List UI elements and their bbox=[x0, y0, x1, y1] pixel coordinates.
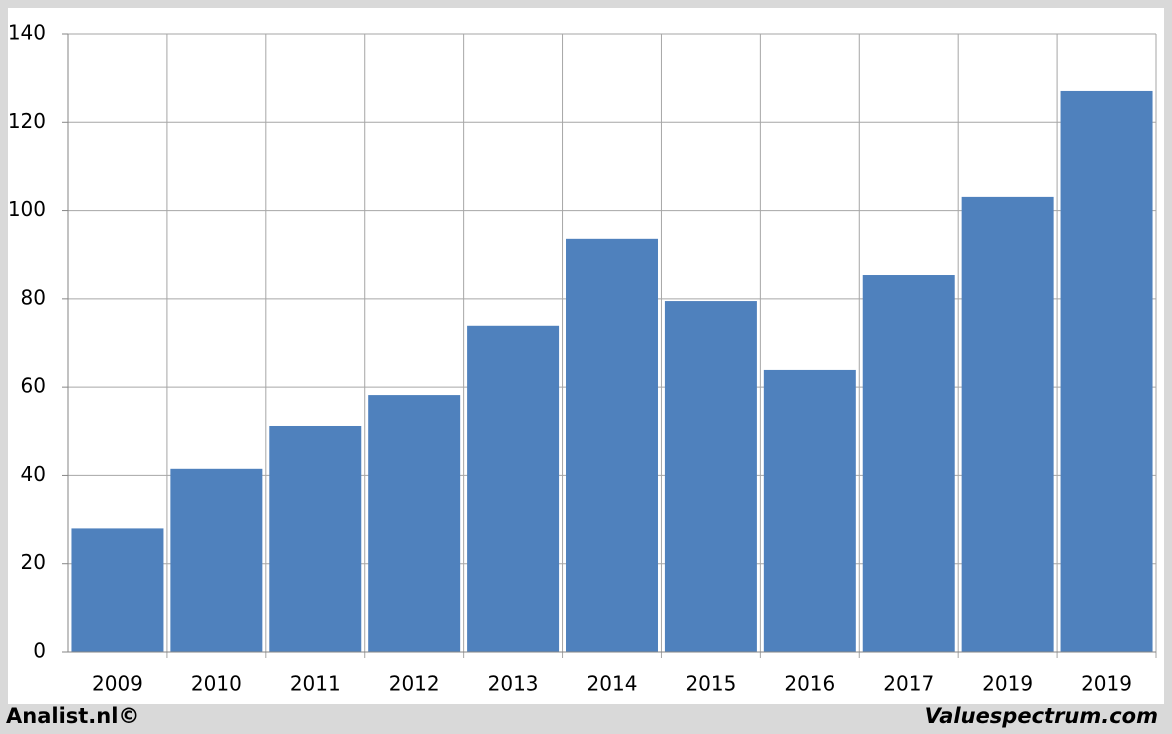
bar bbox=[763, 369, 856, 652]
bar bbox=[269, 425, 362, 652]
x-tick-label: 2019 bbox=[1081, 672, 1132, 696]
x-tick-label: 2019 bbox=[982, 672, 1033, 696]
bar bbox=[1060, 90, 1153, 653]
x-tick-label: 2015 bbox=[685, 672, 736, 696]
y-tick-label: 100 bbox=[8, 197, 46, 221]
x-tick-label: 2012 bbox=[389, 672, 440, 696]
y-tick-label: 140 bbox=[8, 21, 46, 45]
bar bbox=[170, 468, 263, 652]
x-tick-label: 2011 bbox=[290, 672, 341, 696]
bar bbox=[664, 301, 757, 652]
y-tick-label: 120 bbox=[8, 109, 46, 133]
bar bbox=[961, 196, 1054, 652]
bar bbox=[467, 325, 560, 652]
footer-right: Valuespectrum.com bbox=[925, 704, 1158, 728]
x-tick-label: 2013 bbox=[488, 672, 539, 696]
y-tick-label: 60 bbox=[21, 374, 46, 398]
x-tick-label: 2010 bbox=[191, 672, 242, 696]
x-tick-label: 2014 bbox=[587, 672, 638, 696]
y-tick-label: 20 bbox=[21, 550, 46, 574]
bar bbox=[368, 395, 461, 652]
x-tick-label: 2009 bbox=[92, 672, 143, 696]
x-tick-label: 2017 bbox=[883, 672, 934, 696]
y-tick-label: 40 bbox=[21, 462, 46, 486]
bar bbox=[566, 238, 658, 652]
y-tick-label: 80 bbox=[21, 285, 46, 309]
bar bbox=[71, 528, 164, 652]
y-tick-label: 0 bbox=[33, 639, 46, 663]
footer-left: Analist.nl© bbox=[6, 704, 139, 728]
bar bbox=[862, 275, 955, 652]
x-tick-label: 2016 bbox=[784, 672, 835, 696]
